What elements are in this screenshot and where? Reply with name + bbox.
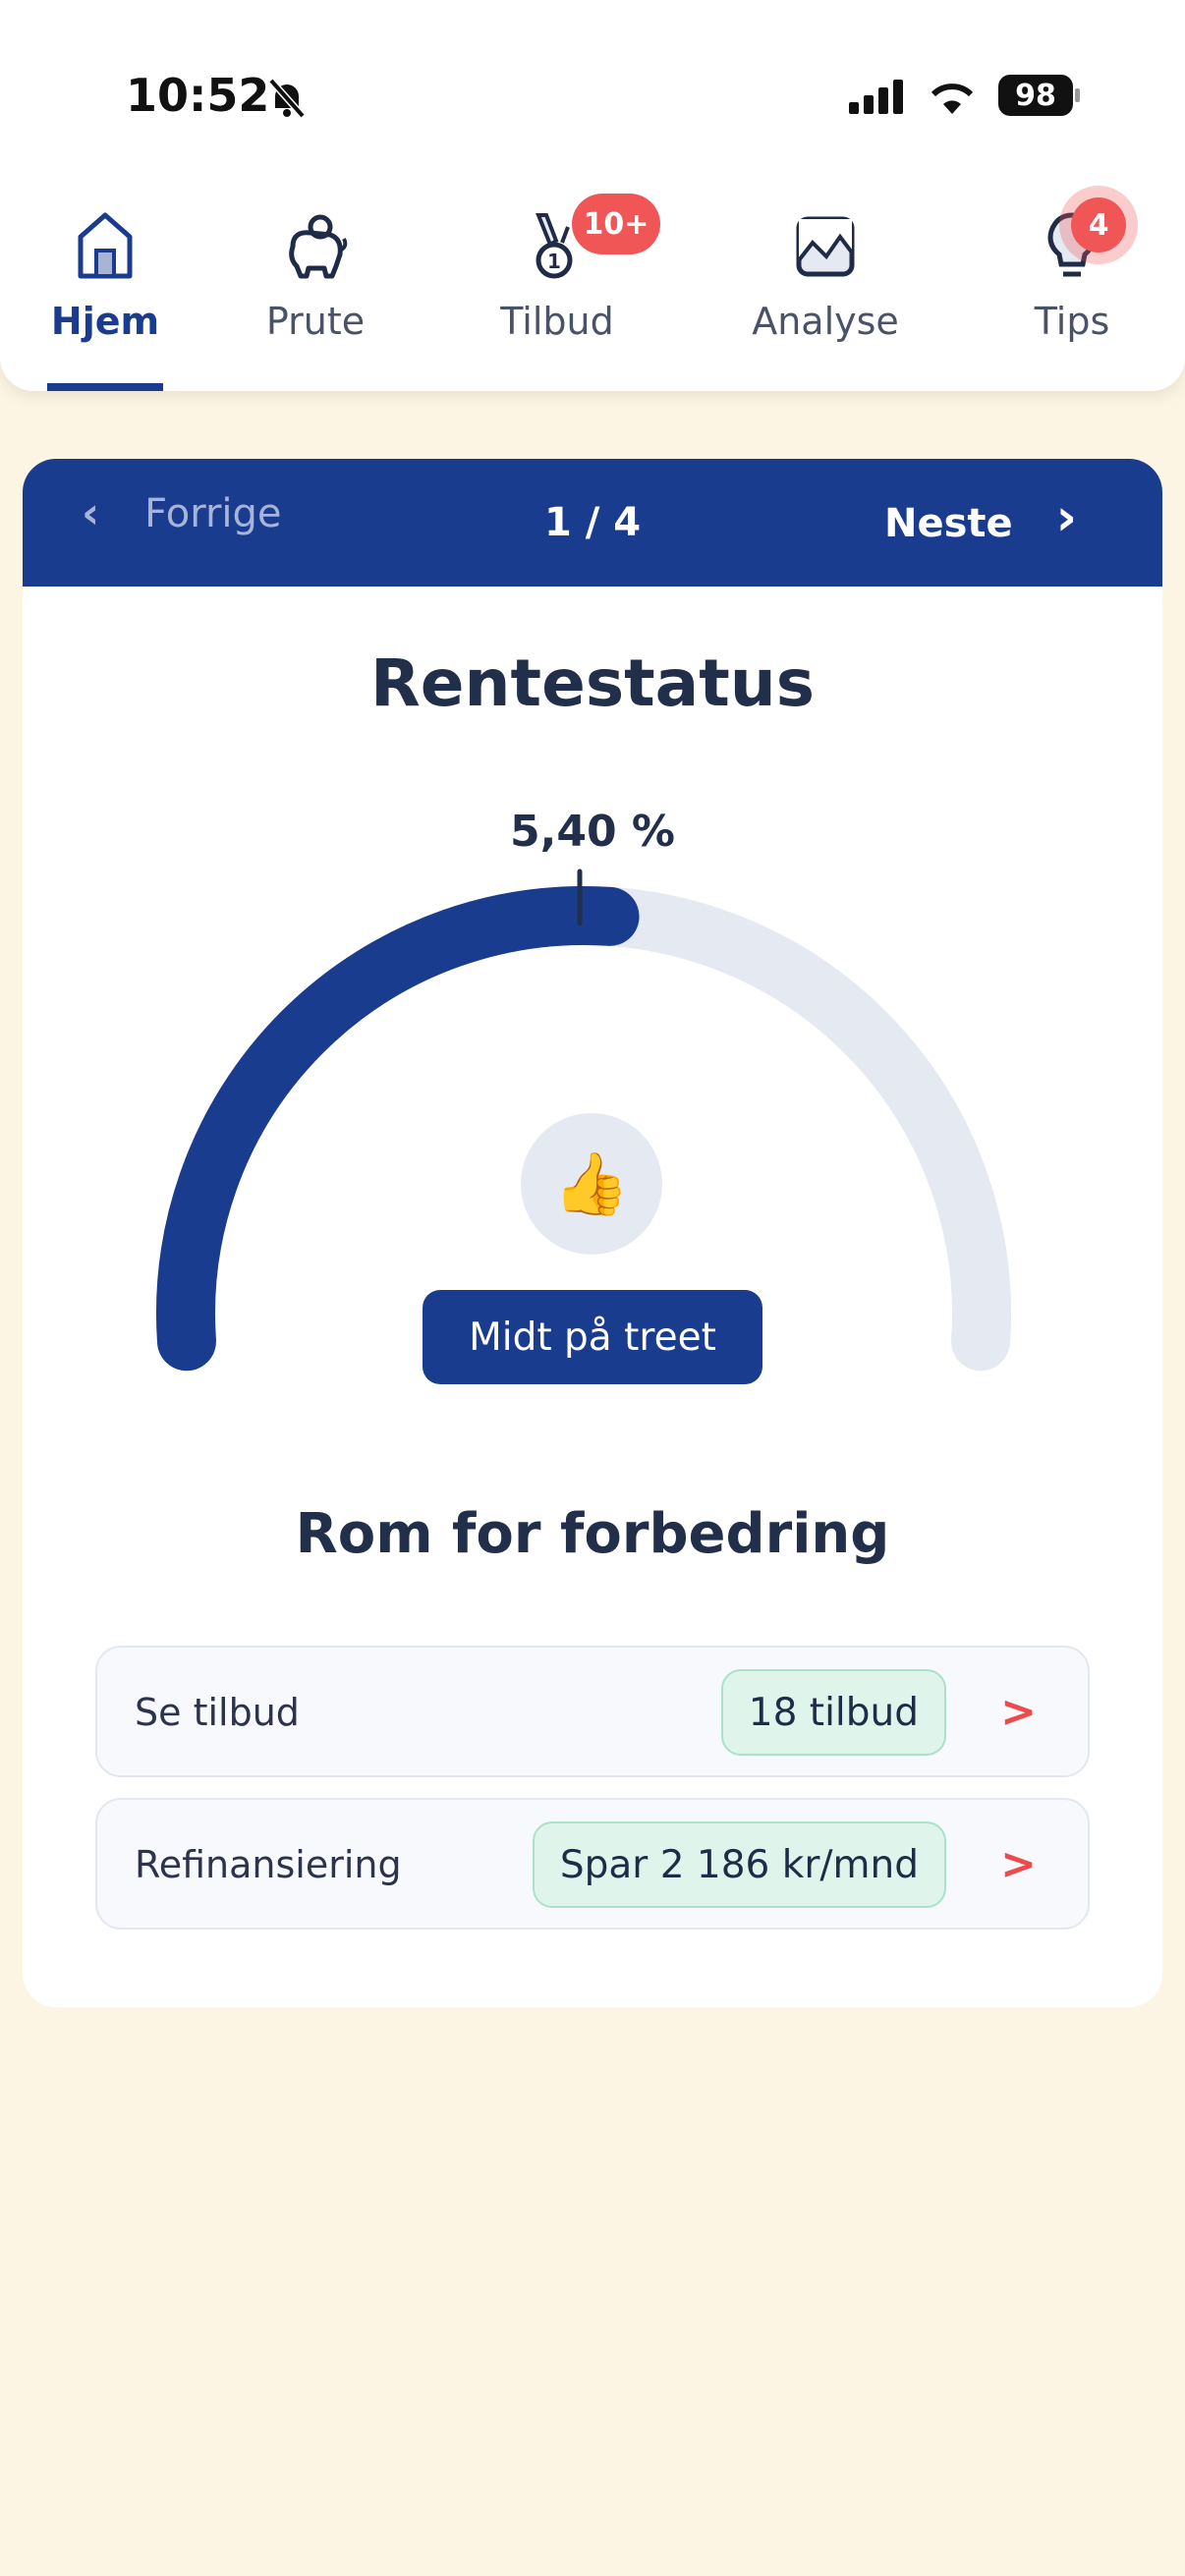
chevron-right-icon: > bbox=[1000, 1839, 1037, 1889]
tab-tips[interactable]: Tips bbox=[974, 211, 1170, 343]
chevron-right-icon: › bbox=[1055, 488, 1078, 547]
row-label: Se tilbud bbox=[135, 1691, 300, 1734]
tab-prute[interactable]: Prute bbox=[217, 211, 414, 343]
chevron-left-icon: ‹ bbox=[82, 488, 100, 538]
next-button[interactable]: Neste › bbox=[884, 488, 1077, 547]
gauge-value: 5,40 % bbox=[510, 807, 675, 857]
row-refinansiering[interactable]: Refinansiering Spar 2 186 kr/mnd > bbox=[95, 1798, 1090, 1930]
tilbud-badge: 10+ bbox=[572, 194, 660, 254]
chevron-right-icon: > bbox=[1000, 1687, 1037, 1737]
pager-bar: ‹ Forrige 1 / 4 Neste › bbox=[23, 459, 1162, 587]
tips-badge: 4 bbox=[1071, 197, 1126, 252]
tab-label: Tips bbox=[1034, 300, 1110, 343]
prev-button[interactable]: ‹ Forrige bbox=[82, 488, 282, 538]
tab-tilbud[interactable]: 1 Tilbud bbox=[459, 211, 655, 343]
gauge-fill bbox=[156, 886, 640, 1372]
row-label: Refinansiering bbox=[135, 1843, 402, 1886]
wifi-icon bbox=[931, 84, 974, 114]
row-se-tilbud[interactable]: Se tilbud 18 tilbud > bbox=[95, 1646, 1090, 1777]
medal-icon: 1 bbox=[536, 213, 573, 279]
bell-slash-icon bbox=[268, 78, 306, 119]
prev-label: Forrige bbox=[144, 490, 282, 536]
next-label: Neste bbox=[884, 501, 1013, 546]
battery-tip bbox=[1075, 88, 1080, 102]
piggy-bank-icon bbox=[289, 214, 348, 279]
battery-icon: 98 bbox=[998, 75, 1073, 116]
row-pill: 18 tilbud bbox=[720, 1669, 946, 1756]
active-tab-indicator bbox=[47, 383, 163, 391]
card-title: Rentestatus bbox=[369, 645, 816, 721]
chart-icon bbox=[796, 216, 855, 277]
tab-label: Analyse bbox=[752, 300, 899, 343]
signal-icon bbox=[849, 80, 903, 114]
tab-hjem[interactable]: Hjem bbox=[7, 211, 203, 343]
row-pill: Spar 2 186 kr/mnd bbox=[532, 1821, 946, 1908]
tab-label: Prute bbox=[265, 300, 366, 343]
status-badge: Midt på treet bbox=[423, 1290, 762, 1384]
status-time: 10:52 bbox=[126, 69, 270, 122]
tab-label: Hjem bbox=[50, 300, 160, 343]
tab-label: Tilbud bbox=[500, 300, 614, 343]
page-indicator: 1 / 4 bbox=[543, 500, 642, 545]
home-icon bbox=[78, 212, 133, 279]
thumbs-up-icon: 👍 bbox=[521, 1113, 662, 1255]
svg-text:1: 1 bbox=[547, 250, 561, 273]
gauge bbox=[156, 868, 1011, 1372]
section-title: Rom for forbedring bbox=[295, 1502, 890, 1566]
tab-analyse[interactable]: Analyse bbox=[727, 211, 924, 343]
rentestatus-card: ‹ Forrige 1 / 4 Neste › Rentestatus 5,40… bbox=[23, 459, 1162, 2007]
